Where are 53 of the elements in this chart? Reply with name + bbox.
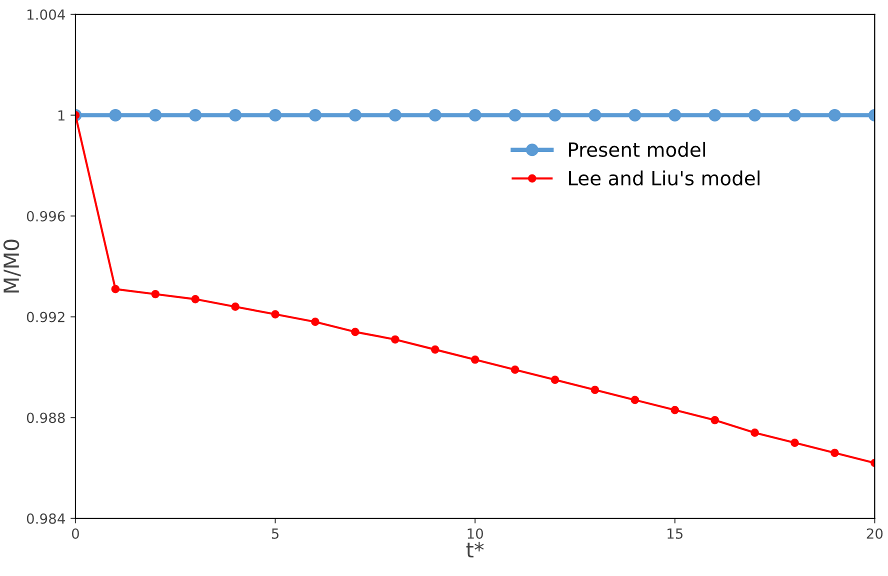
point (830, 448, 839, 458)
point (788, 108, 802, 122)
point (388, 108, 402, 122)
point (271, 310, 280, 318)
point (149, 108, 162, 122)
point (151, 290, 160, 298)
point (348, 108, 362, 122)
point (668, 108, 682, 122)
point (308, 108, 322, 122)
point (430, 345, 440, 354)
y-tick-label: 0.984 (26, 513, 65, 524)
point (790, 438, 799, 447)
x-tick-label: 5 (272, 528, 278, 539)
point (109, 108, 122, 122)
x-tick-label: 15 (668, 528, 683, 539)
point (111, 284, 120, 294)
x-tick-label: 10 (468, 528, 483, 539)
y-tick-label: 1.004 (28, 9, 65, 20)
point (590, 386, 600, 394)
y-tick-label: 0.992 (26, 312, 64, 322)
legend-label: Present model (569, 142, 705, 157)
point (588, 108, 602, 122)
y-tick-label: 1 (58, 110, 64, 120)
point (269, 108, 282, 122)
point (428, 108, 442, 122)
point (710, 416, 720, 424)
point (390, 335, 400, 344)
point (750, 428, 759, 437)
y-tick-label: 0.996 (26, 210, 65, 222)
point (748, 108, 762, 122)
point (670, 406, 680, 414)
y-tick-label: 0.988 (26, 412, 65, 424)
point (828, 108, 841, 122)
point (470, 355, 480, 364)
point (550, 376, 560, 384)
point (508, 108, 522, 122)
point (630, 396, 640, 404)
point (468, 108, 482, 122)
point (231, 302, 240, 311)
y-axis-title: M/M0 (3, 240, 21, 292)
point (229, 108, 242, 122)
x-axis-title: t* (466, 542, 484, 558)
point (191, 294, 200, 304)
x-tick-label: 0 (72, 528, 79, 539)
point (708, 108, 722, 122)
point (351, 328, 360, 336)
x-tick-label: 20 (866, 528, 883, 539)
legend-label: Lee and Liu's model (569, 170, 760, 186)
point (510, 366, 520, 374)
point (189, 108, 202, 122)
point (311, 318, 320, 326)
point (548, 108, 562, 122)
point (628, 108, 642, 122)
